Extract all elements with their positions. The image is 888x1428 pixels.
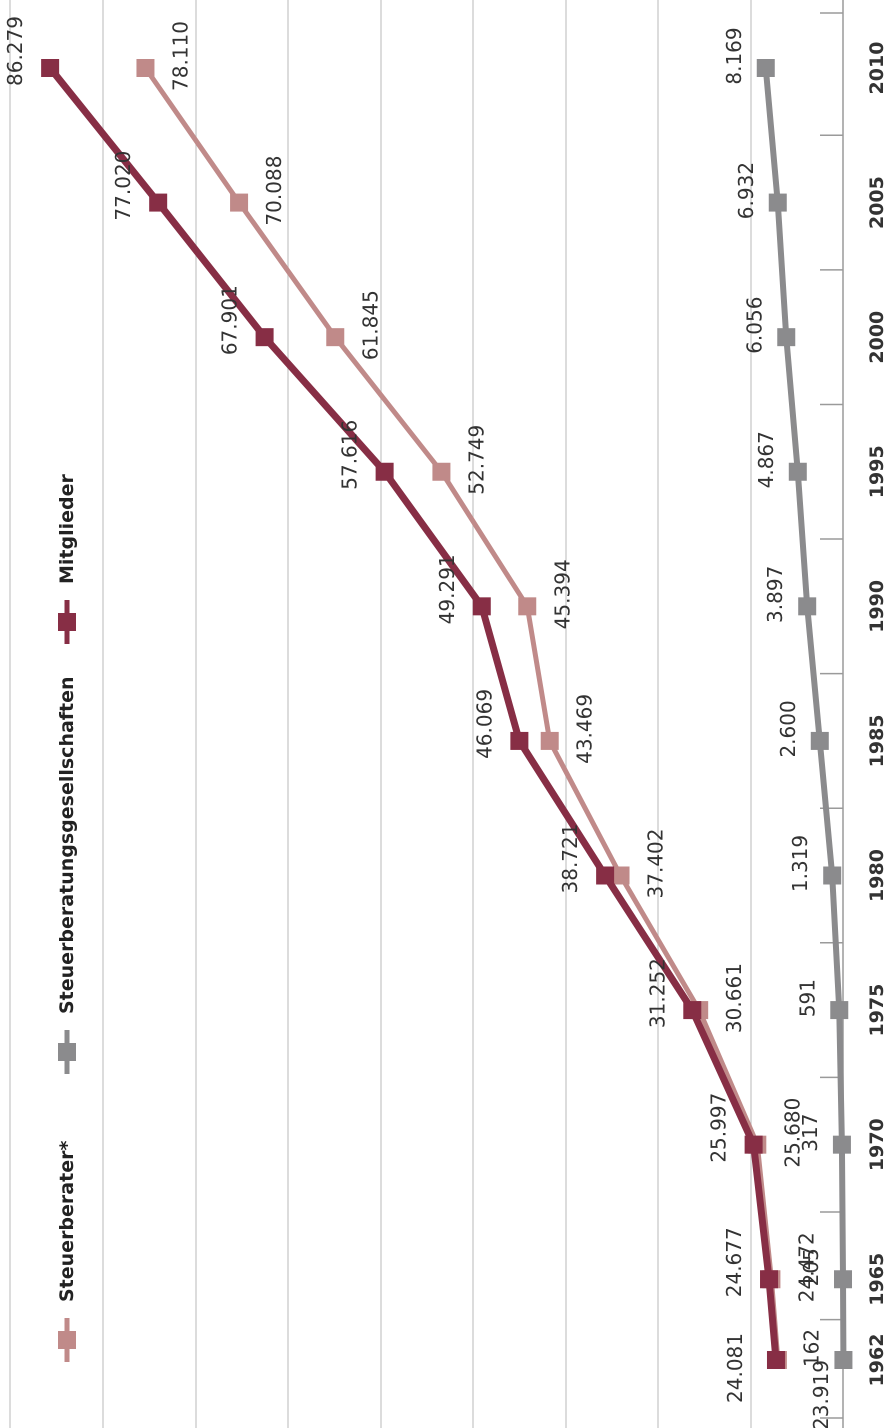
- data-point-marker: [683, 1001, 702, 1020]
- data-label: 591: [795, 979, 819, 1017]
- series-line: [143, 66, 781, 1361]
- data-point-marker: [766, 1351, 785, 1369]
- data-label: 30.661: [722, 963, 746, 1033]
- data-point-marker: [375, 462, 394, 481]
- series-layer: [41, 59, 853, 1369]
- year-axis: 1962 1965 1970 1975 1980 1985 1990 1995 2000 2005…: [820, 0, 888, 1428]
- data-point-marker: [834, 1270, 853, 1289]
- data-label: 49.291: [435, 554, 459, 624]
- data-point-marker: [823, 866, 842, 885]
- data-point-marker: [510, 731, 529, 750]
- legend-marker: [58, 1043, 76, 1061]
- data-label: 52.749: [464, 425, 488, 495]
- data-label: 23.919: [809, 1360, 833, 1428]
- data-point-marker: [832, 1135, 851, 1154]
- data-point-marker: [830, 1001, 849, 1020]
- data-point-marker: [326, 328, 345, 347]
- year-tick-label: 1975: [866, 984, 888, 1037]
- year-tick-label: 1990: [866, 580, 888, 633]
- data-point-marker: [41, 59, 60, 77]
- data-point-marker: [834, 1351, 853, 1369]
- data-label: 31.252: [645, 958, 669, 1028]
- data-label: 2.600: [776, 700, 800, 757]
- data-label: 67.901: [218, 285, 242, 355]
- legend-label: Steuerberatungsgesellschaften: [56, 676, 78, 1014]
- data-label: 317: [798, 1114, 822, 1152]
- data-point-marker: [472, 597, 491, 616]
- year-tick-label: 2010: [866, 42, 888, 95]
- data-label: 25.997: [707, 1093, 731, 1163]
- data-label: 3.897: [763, 566, 787, 623]
- legend-marker: [58, 1331, 76, 1349]
- data-point-marker: [540, 731, 559, 750]
- data-point-marker: [760, 1270, 779, 1289]
- data-point-marker: [518, 597, 537, 616]
- data-point-marker: [768, 193, 787, 212]
- data-label: 1.319: [788, 835, 812, 892]
- data-label: 24.472: [794, 1232, 818, 1302]
- series-line: [47, 65, 780, 1361]
- data-label: 86.279: [3, 16, 27, 86]
- data-label: 37.402: [644, 829, 668, 899]
- year-tick-label: 1970: [866, 1118, 888, 1171]
- year-tick-label: 2000: [866, 311, 888, 364]
- data-point-marker: [611, 866, 630, 885]
- data-label: 6.056: [742, 297, 766, 354]
- data-labels: 23.919 24.472 25.680 30.661 37.402 43.469 45.3…: [3, 16, 833, 1428]
- data-label: 78.110: [168, 21, 192, 91]
- data-point-marker: [744, 1135, 763, 1154]
- data-label: 46.069: [472, 689, 496, 759]
- data-point-marker: [798, 597, 817, 616]
- data-label: 25.680: [780, 1098, 804, 1168]
- data-point-marker: [756, 59, 775, 77]
- year-tick-label: 1980: [866, 849, 888, 902]
- year-tick-label: 1965: [866, 1253, 888, 1306]
- data-label: 4.867: [754, 431, 778, 488]
- data-label: 8.169: [722, 27, 746, 84]
- data-label: 70.088: [262, 156, 286, 226]
- data-label: 24.081: [723, 1333, 747, 1403]
- data-point-marker: [149, 193, 168, 212]
- year-tick-label: 1962: [866, 1334, 888, 1387]
- data-label: 45.394: [550, 559, 574, 629]
- data-point-marker: [788, 462, 807, 481]
- legend-label: Mitglieder: [56, 473, 78, 584]
- data-label: 162: [799, 1329, 823, 1367]
- grid-lines: [9, 0, 752, 1428]
- year-tick-label: 1985: [866, 714, 888, 767]
- data-label: 205: [799, 1248, 823, 1286]
- data-label: 61.845: [358, 290, 382, 360]
- data-label: 6.932: [734, 162, 758, 219]
- legend: Steuerberater* Steuerberatungsgesellschaf…: [56, 473, 78, 1362]
- data-label: 77.020: [111, 151, 135, 221]
- data-label: 24.677: [722, 1227, 746, 1297]
- data-point-marker: [777, 328, 796, 347]
- data-label: 57.616: [338, 420, 362, 490]
- data-label: 38.721: [558, 824, 582, 894]
- data-label: 43.469: [573, 694, 597, 764]
- year-tick-label: 2005: [866, 176, 888, 229]
- data-point-marker: [136, 59, 155, 77]
- data-point-marker: [596, 866, 615, 885]
- data-point-marker: [230, 193, 249, 212]
- legend-marker: [58, 613, 76, 631]
- legend-label: Steuerberater*: [56, 1141, 78, 1302]
- data-point-marker: [255, 328, 274, 347]
- data-point-marker: [810, 731, 829, 750]
- data-point-marker: [432, 462, 451, 481]
- year-tick-label: 1995: [866, 445, 888, 498]
